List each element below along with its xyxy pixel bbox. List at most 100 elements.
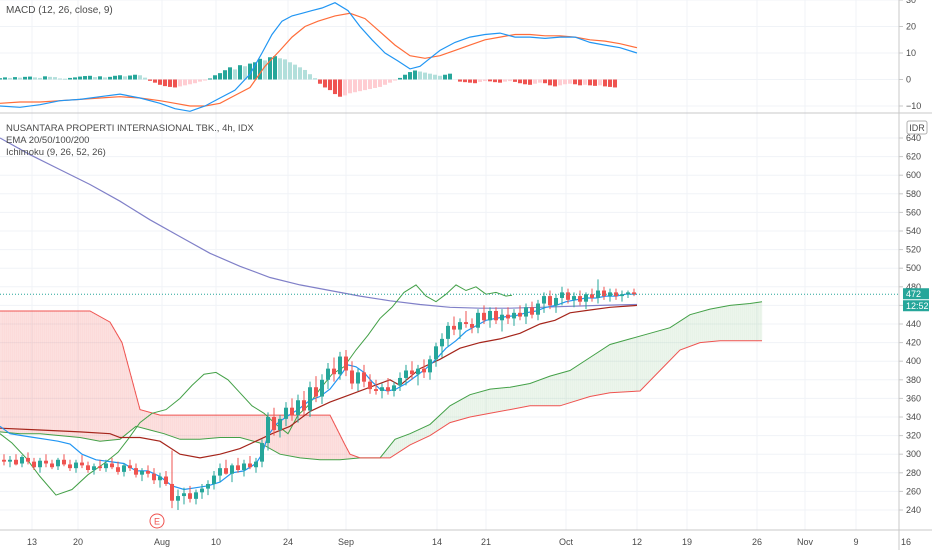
cloud-slice	[44, 310, 47, 435]
cloud-slice	[90, 311, 93, 440]
cloud-slice	[228, 415, 231, 438]
candle	[470, 318, 474, 334]
cloud-slice	[520, 385, 523, 408]
cloud-slice	[686, 316, 689, 348]
cloud-slice	[202, 415, 205, 440]
price-axis-tick-label: 300	[906, 449, 921, 459]
macd-histogram-bar	[283, 59, 287, 80]
candle	[56, 457, 60, 471]
cloud-slice	[196, 415, 199, 440]
time-axis-tick-label: 20	[73, 537, 83, 547]
macd-price-axis[interactable]: 30 20 10 0 −10	[899, 0, 921, 111]
time-axis-tick-label: Nov	[797, 537, 814, 547]
cloud-slice	[92, 312, 95, 440]
candle	[404, 364, 408, 386]
ichimoku-legend[interactable]: Ichimoku (9, 26, 52, 26)	[6, 147, 106, 158]
macd-histogram-bar	[518, 79, 522, 84]
cloud-slice	[636, 336, 639, 392]
cloud-slice	[52, 310, 55, 435]
cloud-slice	[540, 379, 543, 406]
cloud-slice	[672, 325, 675, 358]
macd-histogram-bar	[333, 79, 337, 95]
macd-histogram-bar	[523, 79, 527, 85]
cloud-slice	[624, 340, 627, 392]
cloud-slice	[486, 389, 489, 414]
cloud-slice	[80, 310, 83, 438]
candle	[272, 407, 276, 436]
macd-histogram-bar	[43, 76, 47, 80]
cloud-slice	[742, 304, 745, 341]
candle	[176, 489, 180, 510]
candle	[626, 290, 630, 298]
cloud-slice	[704, 310, 707, 343]
cloud-slice	[126, 361, 129, 434]
candle	[236, 457, 240, 473]
cloud-slice	[240, 415, 243, 438]
macd-histogram-bar	[613, 79, 617, 88]
candle	[380, 383, 384, 399]
candle	[494, 307, 498, 324]
cloud-slice	[714, 308, 717, 342]
cloud-slice	[300, 415, 303, 459]
candle	[530, 301, 534, 319]
cloud-slice	[512, 386, 515, 410]
cloud-slice	[114, 330, 117, 440]
earnings-marker[interactable]: E	[149, 513, 165, 529]
cloud-slice	[82, 310, 85, 439]
cloud-slice	[544, 377, 547, 406]
macd-histogram-bar	[408, 72, 412, 80]
cloud-slice	[346, 448, 349, 460]
candle	[332, 357, 336, 382]
cloud-slice	[694, 313, 697, 345]
cloud-slice	[274, 415, 277, 452]
time-axis[interactable]: 13 20 Aug 10 24 Sep 14 21 Oct 12 19 26 Nov 9 16	[27, 537, 911, 547]
cloud-slice	[562, 372, 565, 405]
cloud-slice	[474, 393, 477, 417]
candle	[260, 439, 264, 468]
price-axis-tick-label: 380	[906, 375, 921, 385]
macd-histogram-bar	[243, 66, 247, 80]
macd-histogram-bar	[148, 79, 152, 81]
currency-badge[interactable]: IDR	[906, 120, 928, 135]
macd-histogram-bar	[483, 79, 487, 82]
cloud-slice	[538, 380, 541, 406]
cloud-slice	[342, 440, 345, 460]
cloud-slice	[668, 327, 671, 362]
cloud-slice	[586, 359, 589, 398]
cloud-slice	[534, 381, 537, 406]
macd-legend[interactable]: MACD (12, 26, close, 9)	[6, 5, 113, 16]
cloud-slice	[590, 356, 593, 397]
cloud-slice	[632, 338, 635, 392]
cloud-slice	[254, 415, 257, 442]
cloud-slice	[194, 415, 197, 440]
price-axis-tick-label: 560	[906, 207, 921, 217]
macd-histogram-bar	[298, 67, 302, 80]
candle	[356, 368, 360, 391]
cloud-slice	[414, 431, 417, 443]
macd-histogram-bar	[418, 71, 422, 80]
macd-histogram-bar	[168, 79, 172, 87]
cloud-slice	[424, 426, 427, 438]
candle	[458, 318, 462, 339]
candle	[296, 394, 300, 423]
cloud-slice	[14, 310, 17, 434]
symbol-title[interactable]: NUSANTARA PROPERTI INTERNASIONAL TBK., 4…	[6, 123, 254, 134]
cloud-slice	[498, 388, 501, 412]
cloud-slice	[700, 311, 703, 343]
price-axis-tick-label: 340	[906, 412, 921, 422]
cloud-slice	[658, 330, 661, 372]
macd-pane[interactable]	[0, 2, 638, 112]
cloud-slice	[630, 338, 633, 392]
cloud-slice	[198, 415, 201, 440]
cloud-slice	[656, 331, 659, 374]
candle	[584, 292, 588, 310]
ema-legend[interactable]: EMA 20/50/100/200	[6, 135, 89, 146]
price-axis[interactable]: 6406206005805605405205004804604404204003…	[899, 133, 921, 515]
cloud-slice	[574, 367, 577, 402]
candle	[536, 299, 540, 321]
cloud-slice	[470, 394, 473, 417]
cloud-slice	[494, 388, 497, 413]
cloud-slice	[458, 400, 461, 421]
price-pane[interactable]	[0, 137, 899, 510]
